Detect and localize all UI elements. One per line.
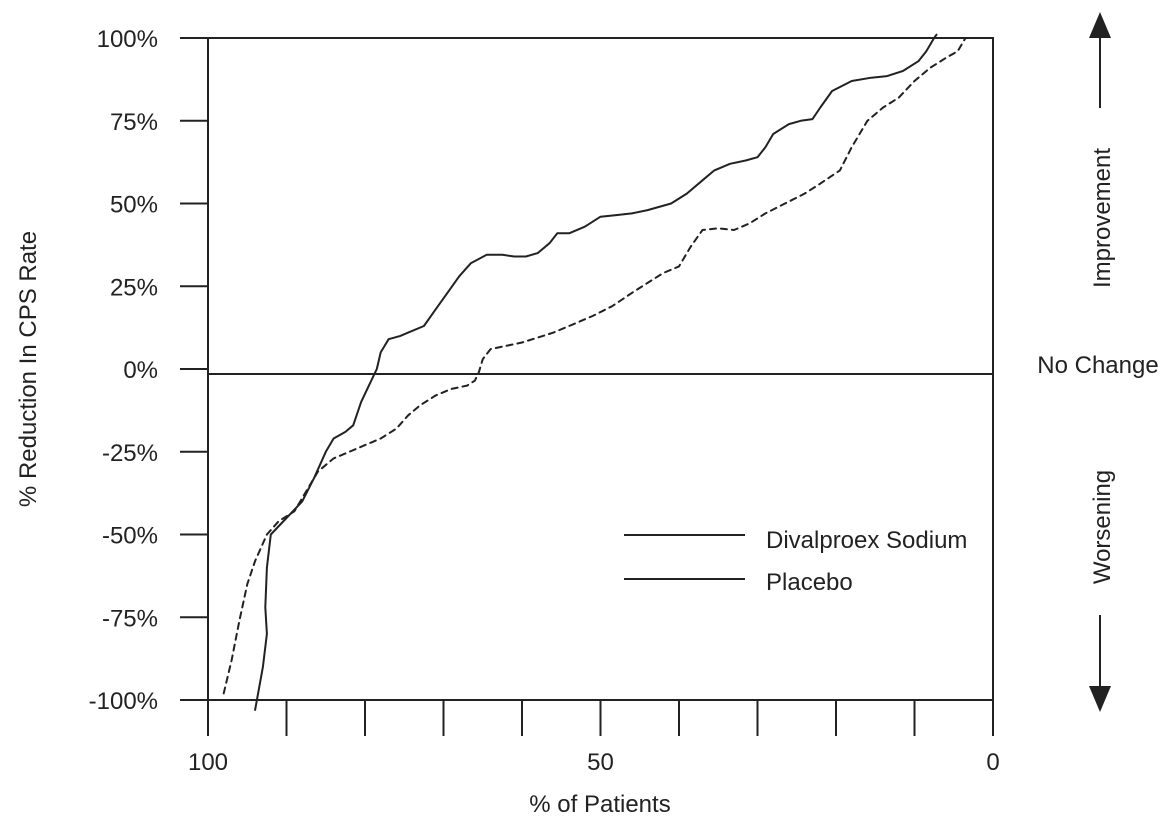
legend-label-placebo: Placebo xyxy=(766,569,853,596)
y-axis: 100% 75% 50% 25% 0% -25% -50% -75% -100% xyxy=(89,26,208,715)
legend-label-divalproex: Divalproex Sodium xyxy=(766,527,967,554)
x-tick-label: 100 xyxy=(188,749,228,776)
no-change-label: No Change xyxy=(1037,352,1158,379)
series-group xyxy=(222,33,967,711)
x-axis: 100 50 0 xyxy=(188,700,1000,776)
worsening-annotation: Worsening xyxy=(1089,470,1116,712)
x-tick-label: 50 xyxy=(587,749,614,776)
y-tick-label: 100% xyxy=(97,26,158,53)
y-tick-label: 0% xyxy=(123,357,158,384)
down-arrow-icon xyxy=(1089,686,1111,712)
y-tick-label: 75% xyxy=(110,109,158,136)
x-axis-title: % of Patients xyxy=(529,791,670,818)
improvement-label: Improvement xyxy=(1089,148,1116,288)
y-tick-label: -50% xyxy=(102,523,158,550)
x-tick-label: 0 xyxy=(986,749,999,776)
y-tick-label: -100% xyxy=(89,688,158,715)
y-axis-title: % Reduction In CPS Rate xyxy=(15,231,42,507)
y-tick-label: 50% xyxy=(110,192,158,219)
improvement-annotation: Improvement xyxy=(1089,12,1116,288)
legend: Divalproex Sodium Placebo xyxy=(624,527,967,596)
up-arrow-icon xyxy=(1089,12,1111,38)
series-line-placebo xyxy=(222,37,967,695)
worsening-label: Worsening xyxy=(1089,470,1116,584)
series-line-divalproex-sodium xyxy=(254,33,938,711)
y-tick-label: -25% xyxy=(102,440,158,467)
plot-frame xyxy=(207,37,994,701)
y-tick-label: -75% xyxy=(102,605,158,632)
y-tick-label: 25% xyxy=(110,274,158,301)
